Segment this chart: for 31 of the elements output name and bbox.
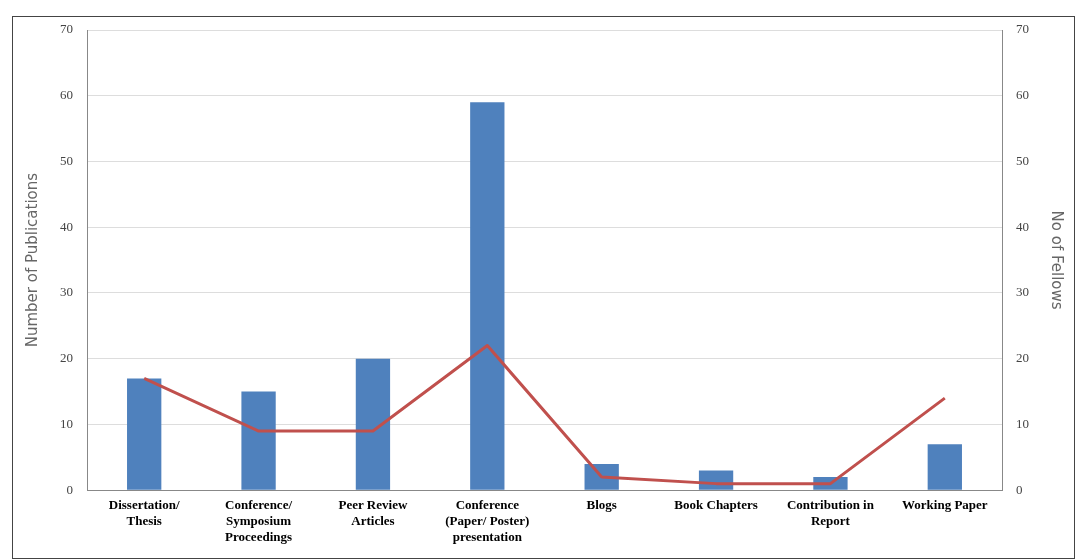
y-tick-label: 10 [60, 415, 73, 431]
y-tick-label: 30 [60, 284, 73, 300]
bar [241, 391, 276, 490]
x-tick-label: Book Chapters [674, 497, 758, 513]
x-tick-label: Contribution in Report [786, 497, 875, 528]
y2-tick-label: 10 [1016, 415, 1029, 431]
y-tick-label: 40 [60, 218, 73, 234]
bar [927, 444, 962, 490]
y-tick-label: 60 [60, 87, 73, 103]
y2-tick-label: 60 [1016, 87, 1029, 103]
x-tick-label: Blogs [586, 497, 617, 513]
y-tick-label: 50 [60, 152, 73, 168]
y-axis-title: Number of Publications [22, 172, 41, 348]
y-tick-label: 70 [60, 21, 73, 37]
x-tick-label: Peer Review Articles [338, 497, 408, 528]
bar [355, 358, 391, 490]
y2-tick-label: 20 [1016, 350, 1029, 366]
y2-tick-label: 30 [1016, 284, 1029, 300]
y2-tick-label: 0 [1016, 481, 1023, 497]
y-tick-label: 20 [60, 350, 73, 366]
bar [127, 378, 162, 490]
y2-tick-label: 70 [1016, 21, 1029, 37]
bar [470, 102, 505, 490]
y-tick-label: 0 [66, 481, 73, 497]
x-tick-label: Conference/ Symposium Proceedings [225, 497, 293, 544]
x-tick-label: Dissertation/ Thesis [108, 497, 180, 528]
y2-tick-label: 50 [1016, 152, 1029, 168]
x-tick-label: Working Paper [902, 497, 988, 513]
y2-tick-label: 40 [1016, 218, 1029, 234]
x-tick-label: Conference (Paper/ Poster) presentation [445, 497, 530, 544]
y2-axis-title: No of Fellows [1048, 210, 1067, 310]
